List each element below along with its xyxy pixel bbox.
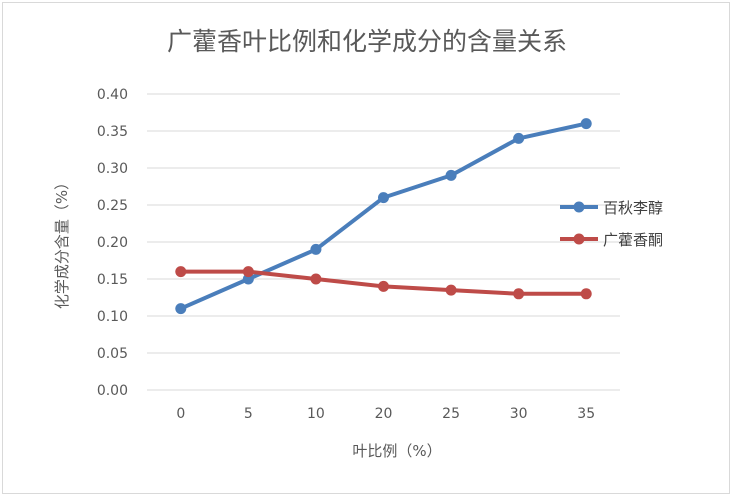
data-point — [378, 192, 389, 204]
x-axis-ticks: 0 5 10 20 25 30 35 — [176, 406, 595, 422]
y-tick-label: 0.15 — [97, 272, 128, 288]
x-tick-label: 20 — [375, 406, 393, 422]
x-tick-label: 35 — [577, 406, 595, 422]
data-point — [513, 132, 525, 144]
data-point — [310, 243, 322, 255]
x-tick-label: 5 — [244, 406, 253, 422]
data-point — [513, 288, 525, 300]
y-tick-label: 0.10 — [97, 309, 128, 325]
series-line-0 — [178, 121, 589, 311]
gridlines — [147, 93, 620, 391]
x-tick-label: 0 — [176, 406, 185, 422]
data-point — [175, 303, 187, 315]
y-tick-label: 0.40 — [97, 87, 128, 103]
y-axis-label: 化学成分含量（%） — [53, 175, 71, 309]
legend-marker — [573, 201, 585, 213]
legend-label: 百秋李醇 — [603, 199, 663, 217]
y-axis-ticks: 0.00 0.05 0.10 0.15 0.20 0.25 0.30 0.35 0.40 — [97, 87, 128, 399]
y-tick-label: 0.25 — [97, 198, 128, 214]
x-tick-label: 30 — [510, 406, 528, 422]
y-tick-label: 0.30 — [97, 161, 128, 177]
series-group — [175, 118, 592, 315]
chart-title: 广藿香叶比例和化学成分的含量关系 — [167, 27, 567, 56]
data-point — [580, 118, 592, 130]
y-tick-label: 0.35 — [97, 124, 128, 140]
y-tick-label: 0.05 — [97, 346, 128, 362]
data-point — [445, 284, 457, 296]
x-tick-label: 10 — [307, 406, 325, 422]
legend-marker — [573, 233, 585, 245]
data-point — [310, 273, 322, 285]
data-point — [445, 169, 457, 181]
data-point — [580, 288, 592, 300]
chart-frame — [2, 2, 730, 494]
legend-label: 广藿香酮 — [603, 231, 663, 249]
y-tick-label: 0.00 — [97, 383, 128, 399]
x-tick-label: 25 — [442, 406, 460, 422]
x-axis-label: 叶比例（%） — [352, 442, 441, 460]
y-tick-label: 0.20 — [97, 235, 128, 251]
data-point — [242, 266, 254, 278]
data-point — [378, 280, 389, 292]
data-point — [175, 266, 187, 278]
